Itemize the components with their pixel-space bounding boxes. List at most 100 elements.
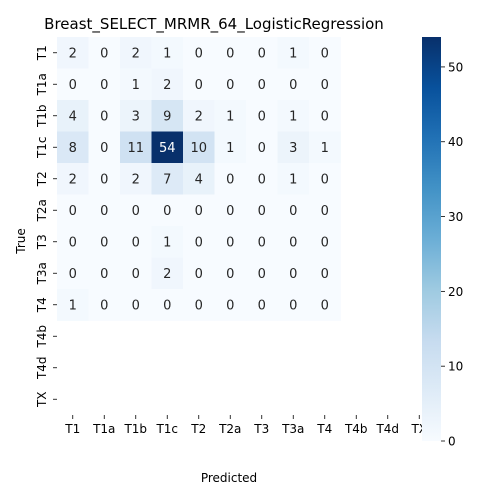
heatmap-cell <box>246 226 278 258</box>
heatmap-cell <box>246 289 278 321</box>
cell-value-label: 0 <box>321 267 329 282</box>
heatmap-cell <box>88 194 121 227</box>
cell-value-label: 2 <box>132 46 140 61</box>
y-tick-label: T3 <box>35 234 49 250</box>
heatmap-cell <box>309 226 341 258</box>
cell-value-label: 10 <box>190 141 207 156</box>
cell-value-label: 0 <box>100 235 108 250</box>
cell-value-label: 0 <box>258 204 266 219</box>
heatmap-cell <box>277 163 310 195</box>
heatmap-cell <box>183 37 215 69</box>
cell-value-label: 0 <box>289 267 297 282</box>
cell-value-label: 0 <box>289 235 297 250</box>
y-tick-label: T1a <box>35 73 49 96</box>
cell-value-label: 0 <box>226 298 234 313</box>
heatmap-cell <box>309 163 341 195</box>
cell-value-label: 0 <box>258 172 266 187</box>
heatmap-cell <box>120 37 152 69</box>
colorbar-tick-label: 30 <box>448 210 463 224</box>
heatmap-cell <box>246 37 278 69</box>
cell-value-label: 4 <box>69 109 77 124</box>
y-tick-label: T4d <box>35 356 49 380</box>
heatmap-cell <box>151 163 184 195</box>
heatmap-cell <box>88 68 121 101</box>
cell-value-label: 0 <box>195 204 203 219</box>
heatmap-cell <box>151 194 184 227</box>
cell-value-label: 11 <box>127 141 144 156</box>
colorbar-gradient <box>422 37 441 441</box>
heatmap-cell <box>57 289 89 321</box>
cell-value-label: 0 <box>226 78 234 93</box>
cell-value-label: 2 <box>163 78 171 93</box>
cell-value-label: 0 <box>258 298 266 313</box>
cell-value-label: 0 <box>289 298 297 313</box>
cell-value-label: 54 <box>159 141 176 156</box>
cell-value-label: 0 <box>258 141 266 156</box>
heatmap-cell <box>120 257 152 290</box>
cell-value-label: 0 <box>100 78 108 93</box>
heatmap-cell <box>277 131 310 164</box>
heatmap-cell <box>151 257 184 290</box>
heatmap-cell <box>309 37 341 69</box>
cell-value-label: 2 <box>69 46 77 61</box>
cell-value-label: 1 <box>321 141 329 156</box>
heatmap-cell <box>246 194 278 227</box>
x-tick-label: T4b <box>344 422 368 436</box>
heatmap-cell <box>120 289 152 321</box>
heatmap-cell <box>246 100 278 132</box>
heatmap-cell <box>88 163 121 195</box>
heatmap-cell <box>183 257 215 290</box>
heatmap-cell <box>183 194 215 227</box>
y-tick-label: T1c <box>35 136 49 159</box>
cell-value-label: 0 <box>132 298 140 313</box>
x-tick-label: T3a <box>281 422 304 436</box>
cell-value-label: 9 <box>163 109 171 124</box>
cell-value-label: 1 <box>226 141 234 156</box>
cell-value-label: 0 <box>100 46 108 61</box>
cell-value-label: 0 <box>132 204 140 219</box>
heatmap-cell <box>88 131 121 164</box>
heatmap-cell <box>214 100 247 132</box>
x-tick-label: T3 <box>253 422 269 436</box>
cell-value-label: 0 <box>258 235 266 250</box>
heatmap-cell <box>120 100 152 132</box>
heatmap-cell <box>120 163 152 195</box>
heatmap-cell <box>309 131 341 164</box>
cell-value-label: 2 <box>132 172 140 187</box>
heatmap-cell <box>277 100 310 132</box>
cell-value-label: 4 <box>195 172 203 187</box>
cell-value-label: 0 <box>321 204 329 219</box>
y-tick-label: T1 <box>35 45 49 61</box>
cell-value-label: 1 <box>163 46 171 61</box>
heatmap-cell <box>57 100 89 132</box>
cell-value-label: 1 <box>132 78 140 93</box>
cell-value-label: 2 <box>69 172 77 187</box>
cell-value-label: 0 <box>226 267 234 282</box>
cell-value-label: 0 <box>258 109 266 124</box>
heatmap-cell <box>214 163 247 195</box>
heatmap-cell <box>151 37 184 69</box>
cell-value-label: 1 <box>289 109 297 124</box>
cell-value-label: 0 <box>226 204 234 219</box>
heatmap-cell <box>183 131 215 164</box>
colorbar-tick-label: 50 <box>448 60 463 74</box>
heatmap-cell <box>120 131 152 164</box>
cell-value-label: 0 <box>100 204 108 219</box>
heatmap-cell <box>88 37 121 69</box>
colorbar: 0 10 20 30 40 50 <box>422 37 463 449</box>
cell-value-label: 0 <box>289 78 297 93</box>
heatmap-cell <box>214 226 247 258</box>
heatmap-cell <box>183 163 215 195</box>
cell-value-label: 1 <box>226 109 234 124</box>
heatmap-cell <box>151 226 184 258</box>
cell-value-label: 0 <box>163 298 171 313</box>
cell-value-label: 0 <box>69 235 77 250</box>
heatmap-cell <box>309 194 341 227</box>
cell-value-label: 7 <box>163 172 171 187</box>
heatmap-cell <box>57 131 89 164</box>
heatmap-cell <box>214 37 247 69</box>
cell-value-label: 8 <box>69 141 77 156</box>
heatmap-cell <box>57 163 89 195</box>
cell-value-label: 0 <box>321 235 329 250</box>
